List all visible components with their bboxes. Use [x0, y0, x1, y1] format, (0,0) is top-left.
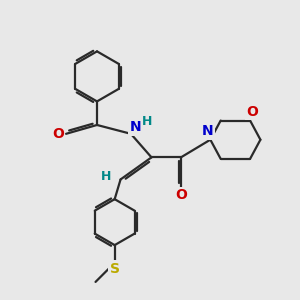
Text: O: O — [247, 105, 258, 119]
Text: H: H — [100, 170, 111, 183]
Text: H: H — [142, 115, 152, 128]
Text: S: S — [110, 262, 120, 276]
Text: O: O — [52, 127, 64, 141]
Text: O: O — [175, 188, 187, 202]
Text: N: N — [202, 124, 213, 138]
Text: N: N — [130, 120, 141, 134]
